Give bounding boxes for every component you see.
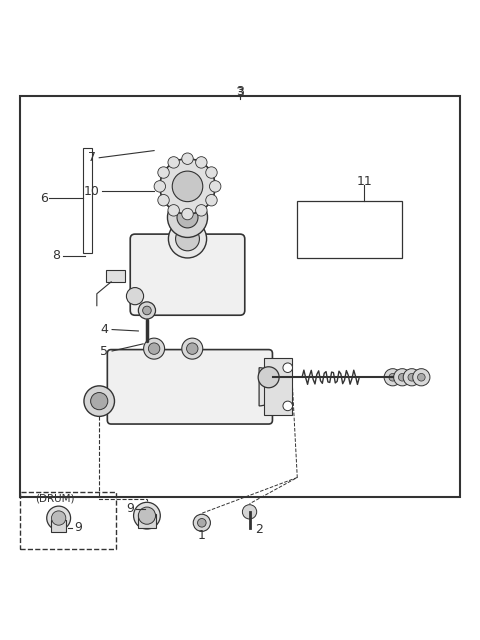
Circle shape bbox=[168, 197, 207, 237]
Circle shape bbox=[176, 227, 199, 251]
Circle shape bbox=[47, 506, 71, 530]
Bar bbox=[297, 201, 402, 258]
Circle shape bbox=[206, 195, 217, 206]
Text: 10: 10 bbox=[84, 185, 100, 198]
Circle shape bbox=[133, 502, 160, 529]
Text: (DRUM): (DRUM) bbox=[35, 494, 74, 504]
Bar bbox=[138, 514, 156, 527]
Text: 1: 1 bbox=[198, 529, 206, 542]
Circle shape bbox=[148, 343, 160, 355]
Circle shape bbox=[193, 514, 210, 531]
Circle shape bbox=[168, 205, 180, 216]
Circle shape bbox=[198, 518, 206, 527]
Text: 4: 4 bbox=[100, 323, 108, 336]
Text: 8: 8 bbox=[52, 249, 60, 262]
Circle shape bbox=[154, 180, 166, 192]
Text: 5: 5 bbox=[100, 344, 108, 358]
Circle shape bbox=[182, 338, 203, 359]
Circle shape bbox=[158, 167, 169, 179]
Circle shape bbox=[138, 507, 156, 524]
Bar bbox=[107, 270, 125, 282]
Text: 9: 9 bbox=[126, 502, 134, 515]
Circle shape bbox=[144, 338, 165, 359]
FancyBboxPatch shape bbox=[130, 234, 245, 316]
Circle shape bbox=[418, 374, 425, 381]
Circle shape bbox=[138, 302, 156, 319]
Circle shape bbox=[384, 369, 401, 386]
Text: 6: 6 bbox=[40, 192, 48, 205]
Bar bbox=[51, 520, 66, 532]
Circle shape bbox=[403, 369, 420, 386]
FancyBboxPatch shape bbox=[108, 349, 273, 424]
Bar bbox=[83, 148, 92, 253]
Circle shape bbox=[51, 511, 66, 525]
Text: 7: 7 bbox=[88, 151, 96, 164]
Circle shape bbox=[168, 220, 206, 258]
Text: 3: 3 bbox=[236, 86, 244, 100]
Circle shape bbox=[394, 369, 411, 386]
Circle shape bbox=[172, 171, 203, 202]
Text: 2: 2 bbox=[255, 522, 263, 536]
Circle shape bbox=[413, 369, 430, 386]
Circle shape bbox=[126, 287, 144, 305]
Circle shape bbox=[168, 157, 180, 168]
Circle shape bbox=[160, 159, 215, 214]
Circle shape bbox=[91, 392, 108, 410]
Circle shape bbox=[196, 205, 207, 216]
Circle shape bbox=[408, 374, 416, 381]
Wedge shape bbox=[259, 368, 278, 406]
Text: 11: 11 bbox=[356, 175, 372, 188]
Circle shape bbox=[182, 209, 193, 220]
Circle shape bbox=[283, 363, 292, 372]
Bar bbox=[21, 96, 459, 497]
Circle shape bbox=[206, 167, 217, 179]
Circle shape bbox=[242, 505, 257, 519]
Circle shape bbox=[84, 386, 115, 417]
Circle shape bbox=[258, 367, 279, 388]
Circle shape bbox=[209, 180, 221, 192]
Text: 9: 9 bbox=[74, 521, 82, 534]
Text: 3: 3 bbox=[236, 85, 244, 99]
Circle shape bbox=[187, 343, 198, 355]
Circle shape bbox=[143, 306, 151, 315]
Circle shape bbox=[196, 157, 207, 168]
Circle shape bbox=[389, 374, 396, 381]
Circle shape bbox=[182, 153, 193, 164]
Circle shape bbox=[398, 374, 406, 381]
Circle shape bbox=[177, 207, 198, 228]
Bar bbox=[264, 358, 292, 415]
Circle shape bbox=[158, 195, 169, 206]
Circle shape bbox=[283, 401, 292, 411]
